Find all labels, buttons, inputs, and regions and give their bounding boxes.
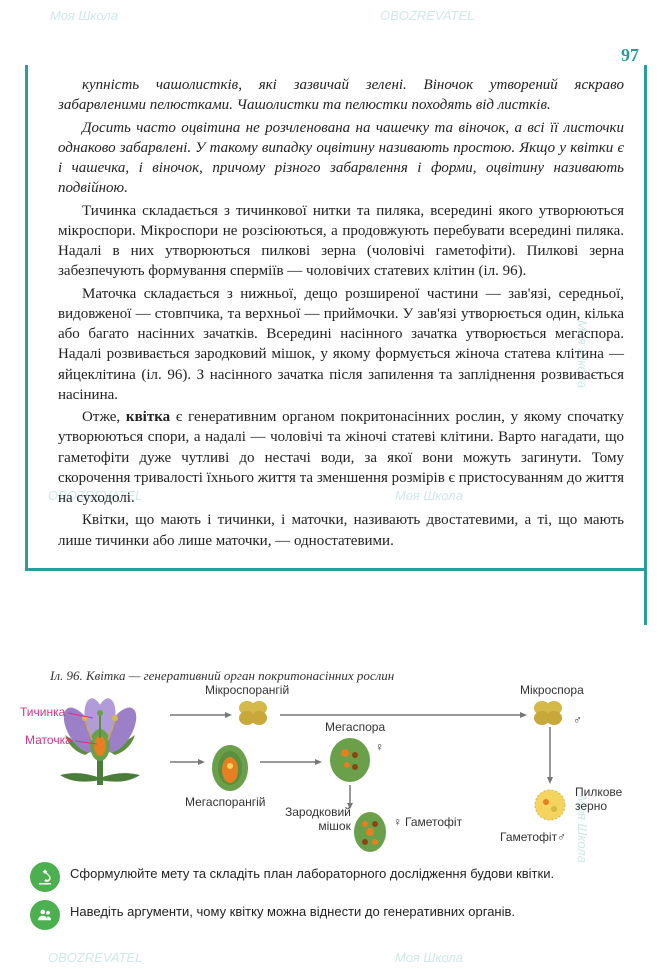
task-text: Наведіть аргументи, чому квітку можна ві…: [70, 900, 515, 921]
gametofit-m-label: Гаметофіт♂: [500, 830, 566, 844]
watermark: Моя Школа: [50, 8, 118, 23]
zarodkovyy-mishok-label: Зародковий мішок: [285, 805, 351, 833]
figure-caption: Іл. 96. Квітка — генеративний орган покр…: [50, 668, 394, 684]
paragraph: Тичинка складається з тичинкової нитки т…: [58, 201, 624, 282]
watermark: OBOZREVATEL: [380, 8, 474, 23]
text-content: купність чашолистків, які зазвичай зелен…: [25, 65, 644, 571]
watermark: Моя Школа: [395, 950, 463, 965]
megaspore-icon: [325, 735, 375, 785]
megasporangiy-label: Мегаспорангій: [185, 795, 265, 809]
arrow-icon: [260, 757, 325, 767]
page-number: 97: [621, 45, 639, 66]
arrow-icon: [170, 757, 208, 767]
paragraph: Квітки, що мають і тичинки, і маточки, н…: [58, 510, 624, 551]
mikrosporangiy-label: Мікроспорангій: [205, 683, 289, 697]
flower-diagram: Тичинка Маточка Мікроспорангій Мегаспора…: [30, 685, 640, 855]
microsporangium-icon: [235, 698, 275, 726]
embryo-sac-icon: [350, 810, 390, 855]
megasporangium-icon: [205, 738, 255, 793]
arrow-icon: [170, 710, 235, 720]
task-row: Сформулюйте мету та складіть план лабора…: [30, 862, 639, 892]
male-symbol: ♂: [573, 713, 582, 727]
people-icon: [30, 900, 60, 930]
paragraph: Маточка складається з нижньої, дещо розш…: [58, 284, 624, 406]
paragraph: Отже, квітка є генеративним органом покр…: [58, 407, 624, 508]
paragraph: купність чашолистків, які зазвичай зелен…: [58, 75, 624, 116]
tychynka-label: Тичинка: [20, 705, 65, 719]
matochka-label: Маточка: [25, 733, 72, 747]
microscope-icon: [30, 862, 60, 892]
tasks-section: Сформулюйте мету та складіть план лабора…: [30, 862, 639, 938]
arrow-icon: [280, 710, 530, 720]
female-symbol: ♀: [375, 740, 384, 754]
female-symbol: ♀: [393, 815, 402, 829]
task-text: Сформулюйте мету та складіть план лабора…: [70, 862, 554, 883]
microspore-icon: [530, 698, 570, 726]
paragraph: Досить часто оцвітина не розчленована на…: [58, 118, 624, 199]
arrow-icon: [545, 727, 555, 785]
gametofit-f-label: Гаметофіт: [405, 815, 462, 829]
pylkove-zerno-label: Пилкове зерно: [575, 785, 622, 813]
watermark: OBOZREVATEL: [48, 950, 142, 965]
task-row: Наведіть аргументи, чому квітку можна ві…: [30, 900, 639, 930]
megaspora-label: Мегаспора: [325, 720, 385, 734]
mikrospora-label: Мікроспора: [520, 683, 584, 697]
pollen-grain-icon: [530, 787, 570, 822]
